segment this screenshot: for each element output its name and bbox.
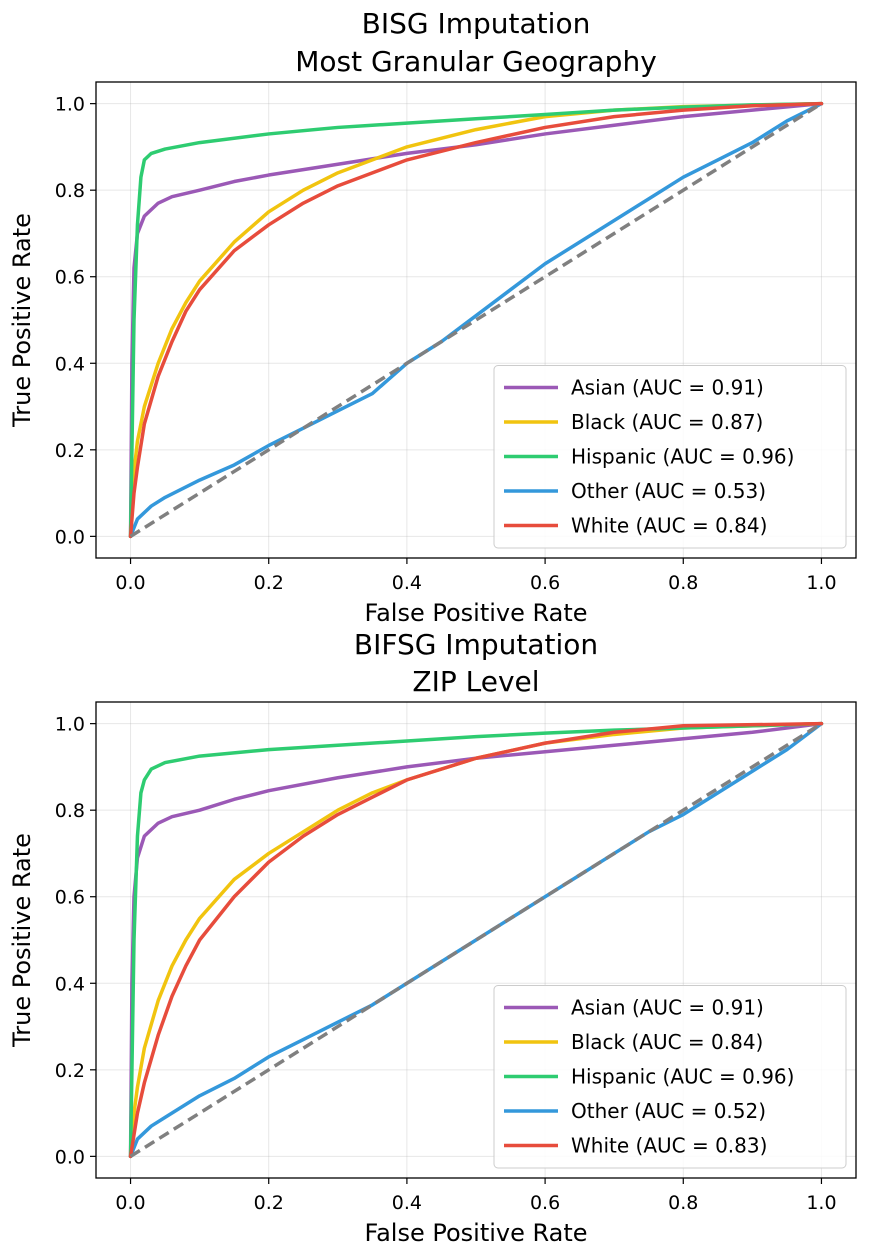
chart-title-line: BIFSG Imputation xyxy=(354,628,598,661)
legend-entry-label: Hispanic (AUC = 0.96) xyxy=(571,1065,794,1089)
x-axis-label: False Positive Rate xyxy=(364,599,587,627)
x-tick-label: 0.8 xyxy=(668,572,698,594)
legend-entry-label: Black (AUC = 0.87) xyxy=(571,410,763,434)
y-tick-label: 0.8 xyxy=(55,180,85,202)
y-axis-label: True Positive Rate xyxy=(8,213,36,428)
y-tick-label: 0.8 xyxy=(55,800,85,822)
chart-title-line: ZIP Level xyxy=(412,665,539,698)
y-tick-label: 0.4 xyxy=(55,353,85,375)
y-tick-label: 0.2 xyxy=(55,1060,85,1082)
chart-title-line: Most Granular Geography xyxy=(295,45,657,78)
series-line-white xyxy=(128,721,824,1159)
x-tick-label: 0.4 xyxy=(392,1192,422,1214)
y-axis-label: True Positive Rate xyxy=(8,833,36,1048)
series-line-white xyxy=(128,101,824,539)
axes-frame xyxy=(95,701,857,1179)
chart-panel-bisg: BISG Imputation Most Granular Geography 0.… xyxy=(8,7,857,627)
y-tick-label: 0.0 xyxy=(55,526,85,548)
legend-entry-label: White (AUC = 0.83) xyxy=(571,1134,767,1158)
y-tick-label: 0.6 xyxy=(55,267,85,289)
x-tick-label: 0.0 xyxy=(115,572,145,594)
plot-area xyxy=(128,721,824,1159)
x-tick-label: 0.2 xyxy=(254,1192,284,1214)
y-tick-label: 0.6 xyxy=(55,887,85,909)
x-tick-label: 0.2 xyxy=(254,572,284,594)
x-tick-label: 0.4 xyxy=(392,572,422,594)
x-tick-label: 0.8 xyxy=(668,1192,698,1214)
legend-entry-label: White (AUC = 0.84) xyxy=(571,514,767,538)
legend-entry-label: Asian (AUC = 0.91) xyxy=(571,376,764,400)
y-tick-label: 0.4 xyxy=(55,973,85,995)
axes-frame xyxy=(95,81,857,559)
legend-entry-label: Other (AUC = 0.53) xyxy=(571,479,766,503)
y-tick-label: 0.2 xyxy=(55,440,85,462)
y-tick-label: 0.0 xyxy=(55,1146,85,1168)
series-line-black xyxy=(128,101,824,539)
x-tick-label: 0.0 xyxy=(115,1192,145,1214)
x-tick-label: 1.0 xyxy=(806,572,836,594)
legend: Asian (AUC = 0.91) Black (AUC = 0.84) Hisp… xyxy=(493,985,847,1169)
x-axis-label: False Positive Rate xyxy=(364,1219,587,1247)
legend-entry-label: Black (AUC = 0.84) xyxy=(571,1030,763,1054)
chart-panel-bifsg: BIFSG Imputation ZIP Level 0.0 0.2 0.4 0.6 0.8… xyxy=(8,628,857,1247)
x-tick-label: 0.6 xyxy=(530,572,560,594)
legend-box xyxy=(493,985,847,1169)
y-tick-label: 1.0 xyxy=(55,714,85,736)
series-line-hispanic xyxy=(128,101,824,539)
legend-entry-label: Other (AUC = 0.52) xyxy=(571,1099,766,1123)
legend: Asian (AUC = 0.91) Black (AUC = 0.87) Hisp… xyxy=(493,365,847,549)
x-tick-label: 0.6 xyxy=(530,1192,560,1214)
plot-area xyxy=(128,101,824,539)
x-tick-label: 1.0 xyxy=(806,1192,836,1214)
legend-entry-label: Asian (AUC = 0.91) xyxy=(571,996,764,1020)
legend-box xyxy=(493,365,847,549)
legend-entry-label: Hispanic (AUC = 0.96) xyxy=(571,445,794,469)
chart-title-line: BISG Imputation xyxy=(362,7,591,40)
y-tick-label: 1.0 xyxy=(55,94,85,116)
